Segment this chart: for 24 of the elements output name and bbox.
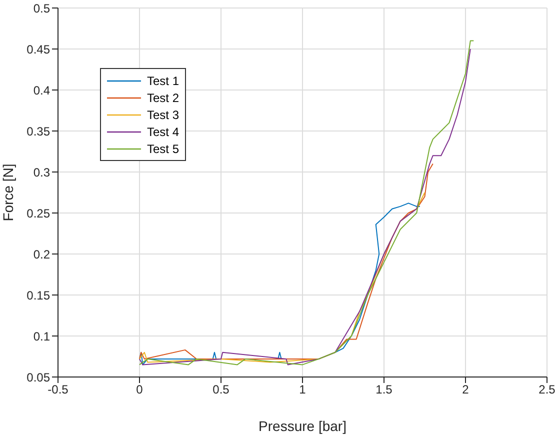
x-axis-title: Pressure [bar] bbox=[258, 418, 346, 434]
legend-label: Test 1 bbox=[147, 74, 180, 88]
x-tick-label: 0 bbox=[136, 382, 144, 397]
y-tick-label: 0.45 bbox=[26, 42, 50, 56]
legend-label: Test 3 bbox=[147, 108, 180, 122]
y-tick-label: 0.2 bbox=[33, 247, 50, 262]
legend-label: Test 4 bbox=[147, 124, 180, 138]
legend-label: Test 2 bbox=[147, 90, 180, 104]
x-tick-label: 2 bbox=[462, 382, 470, 397]
x-tick-label: 1.5 bbox=[376, 382, 393, 397]
y-tick-label: 0.5 bbox=[33, 1, 50, 16]
y-tick-label: 0.4 bbox=[33, 83, 50, 98]
y-tick-label: 0.35 bbox=[26, 124, 50, 138]
y-tick-label: 0.25 bbox=[26, 206, 50, 220]
y-tick-label: 0.1 bbox=[33, 329, 50, 344]
y-tick-label: 0.15 bbox=[26, 288, 50, 302]
x-tick-label: -0.5 bbox=[48, 382, 69, 397]
x-tick-label: 2.5 bbox=[538, 382, 556, 397]
y-axis-title: Force [N] bbox=[0, 164, 16, 222]
y-tick-label: 0.3 bbox=[33, 165, 50, 180]
y-tick-label: 0.05 bbox=[26, 370, 50, 384]
x-tick-label: 0.5 bbox=[212, 382, 230, 397]
x-tick-label: 1 bbox=[299, 382, 306, 397]
legend-label: Test 5 bbox=[147, 142, 180, 156]
